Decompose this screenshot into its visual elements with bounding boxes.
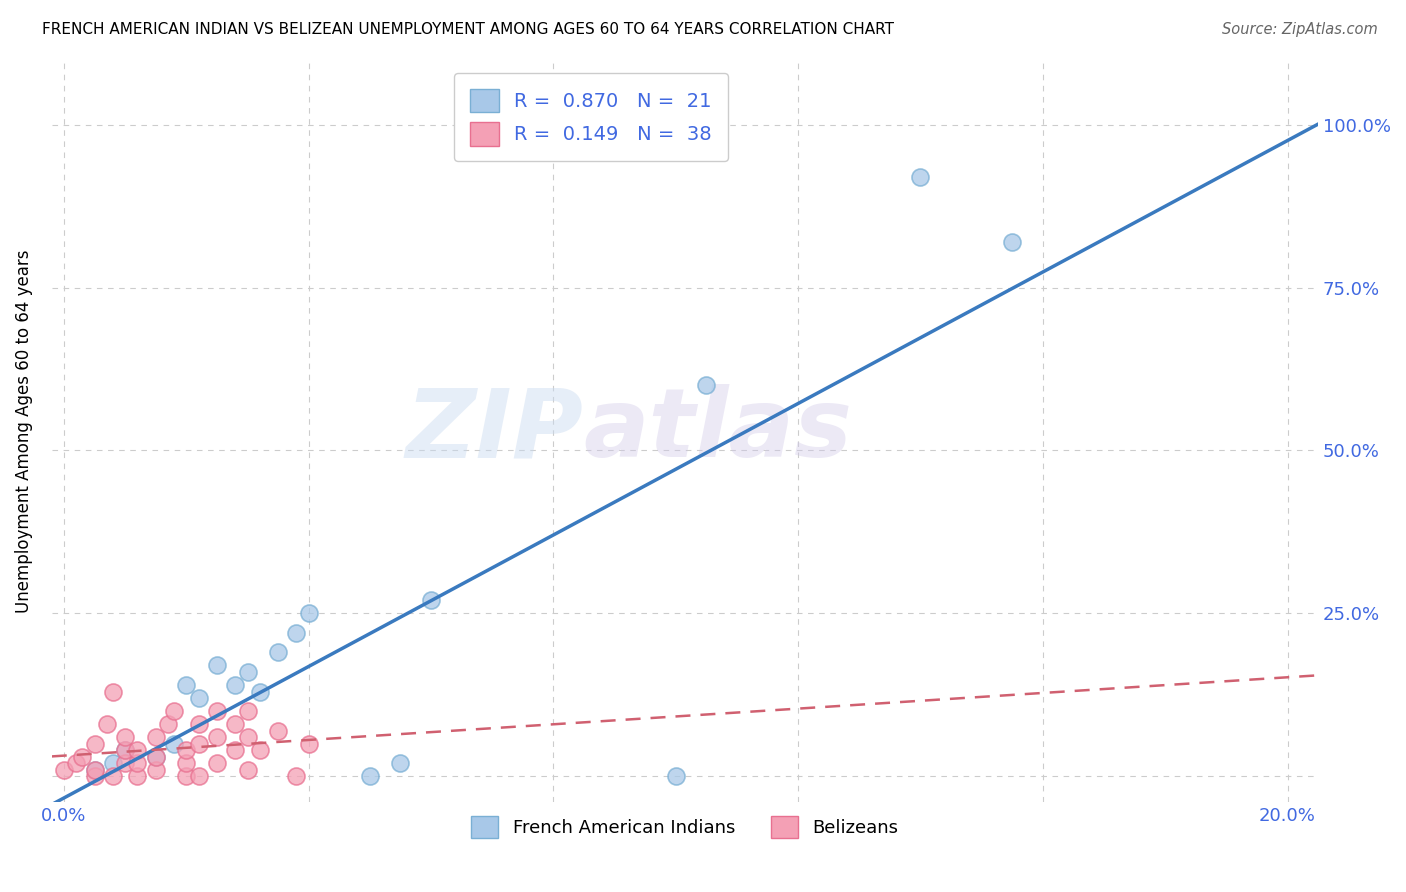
Point [176, 743, 198, 757]
Point [205, 756, 228, 771]
Point [420, 593, 443, 607]
Point [236, 763, 259, 777]
Point [389, 756, 412, 771]
Point [114, 730, 136, 744]
Point [145, 763, 167, 777]
Point [285, 769, 308, 783]
Point [665, 769, 688, 783]
Point [53, 763, 76, 777]
Text: FRENCH AMERICAN INDIAN VS BELIZEAN UNEMPLOYMENT AMONG AGES 60 TO 64 YEARS CORREL: FRENCH AMERICAN INDIAN VS BELIZEAN UNEMP… [42, 22, 894, 37]
Point [83, 769, 105, 783]
Point [205, 658, 228, 673]
Point [145, 749, 167, 764]
Point [249, 743, 271, 757]
Point [145, 730, 167, 744]
Point [187, 737, 209, 751]
Point [187, 717, 209, 731]
Point [187, 691, 209, 706]
Point [127, 769, 149, 783]
Point [224, 678, 246, 692]
Point [83, 763, 105, 777]
Point [205, 730, 228, 744]
Point [83, 737, 105, 751]
Point [205, 704, 228, 718]
Point [249, 684, 271, 698]
Point [114, 756, 136, 771]
Point [96, 717, 118, 731]
Point [145, 749, 167, 764]
Point [163, 737, 186, 751]
Point [236, 704, 259, 718]
Point [298, 607, 321, 621]
Point [176, 756, 198, 771]
Point [101, 769, 124, 783]
Point [236, 665, 259, 679]
Point [72, 749, 94, 764]
Point [910, 169, 932, 184]
Point [224, 743, 246, 757]
Point [298, 737, 321, 751]
Point [1001, 235, 1024, 249]
Legend: French American Indians, Belizeans: French American Indians, Belizeans [464, 809, 905, 846]
Point [114, 743, 136, 757]
Point [114, 743, 136, 757]
Point [65, 756, 87, 771]
Point [359, 769, 381, 783]
Point [695, 378, 717, 392]
Point [267, 645, 290, 659]
Point [187, 769, 209, 783]
Point [285, 626, 308, 640]
Y-axis label: Unemployment Among Ages 60 to 64 years: Unemployment Among Ages 60 to 64 years [15, 249, 32, 613]
Point [101, 756, 124, 771]
Point [236, 730, 259, 744]
Text: Source: ZipAtlas.com: Source: ZipAtlas.com [1222, 22, 1378, 37]
Text: atlas: atlas [583, 384, 852, 477]
Point [176, 769, 198, 783]
Point [127, 756, 149, 771]
Point [101, 684, 124, 698]
Point [156, 717, 179, 731]
Text: ZIP: ZIP [406, 384, 583, 477]
Point [83, 763, 105, 777]
Point [224, 717, 246, 731]
Point [127, 743, 149, 757]
Point [163, 704, 186, 718]
Point [176, 678, 198, 692]
Point [267, 723, 290, 738]
